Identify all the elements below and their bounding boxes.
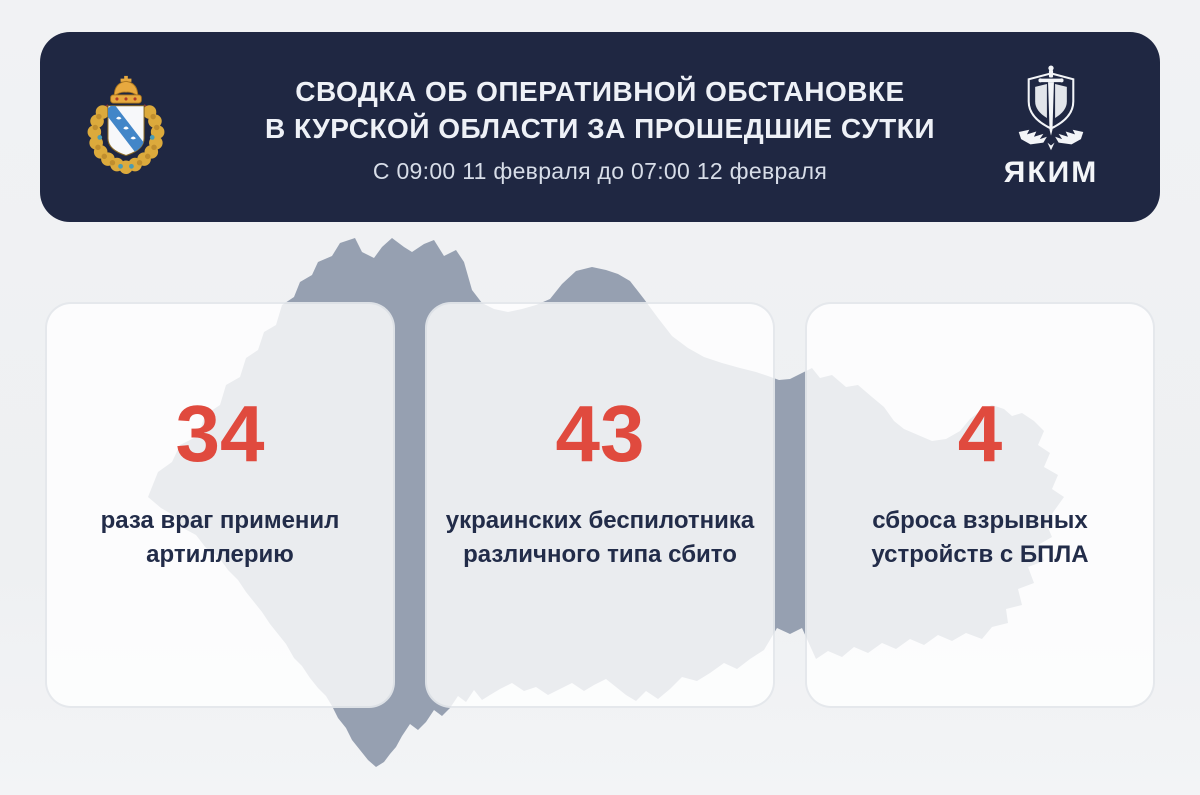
- report-title-line1: СВОДКА ОБ ОПЕРАТИВНОЙ ОБСТАНОВКЕ: [295, 76, 905, 107]
- header-titles: СВОДКА ОБ ОПЕРАТИВНОЙ ОБСТАНОВКЕ В КУРСК…: [224, 69, 976, 185]
- shield-sword-icon: [1018, 65, 1084, 151]
- stat-card-uav-drops: 4 сброса взрывных устройств с БПЛА: [805, 302, 1155, 708]
- header-banner: СВОДКА ОБ ОПЕРАТИВНОЙ ОБСТАНОВКЕ В КУРСК…: [40, 32, 1160, 222]
- stat-label: сброса взрывных устройств с БПЛА: [871, 504, 1088, 572]
- stat-label-line: раза враг применил: [100, 507, 340, 534]
- stat-label-line: украинских беспилотника: [445, 507, 755, 534]
- stat-card-artillery: 34 раза враг применил артиллерию: [45, 302, 395, 708]
- stat-value: 34: [175, 389, 265, 478]
- stat-card-drones: 43 украинских беспилотника различного ти…: [425, 302, 775, 708]
- stat-value: 4: [957, 389, 1003, 478]
- stat-label: украинских беспилотника различного типа …: [446, 504, 755, 572]
- report-title-line2: В КУРСКОЙ ОБЛАСТИ ЗА ПРОШЕДШИЕ СУТКИ: [265, 113, 935, 144]
- stat-label-line: артиллерию: [146, 541, 294, 568]
- yakim-emblem: ЯКИМ: [976, 64, 1126, 190]
- stat-label-line: сброса взрывных: [872, 507, 1088, 534]
- stat-label: раза враг применил артиллерию: [101, 504, 340, 572]
- report-period: С 09:00 11 февраля до 07:00 12 февраля: [372, 158, 828, 184]
- kursk-coat-of-arms-icon: [74, 75, 224, 179]
- yakim-wordmark: ЯКИМ: [1003, 156, 1099, 189]
- stat-value: 43: [555, 389, 645, 478]
- stat-label-line: устройств с БПЛА: [871, 541, 1089, 568]
- report-title: СВОДКА ОБ ОПЕРАТИВНОЙ ОБСТАНОВКЕ В КУРСК…: [224, 73, 976, 147]
- stat-label-line: различного типа сбито: [463, 541, 737, 568]
